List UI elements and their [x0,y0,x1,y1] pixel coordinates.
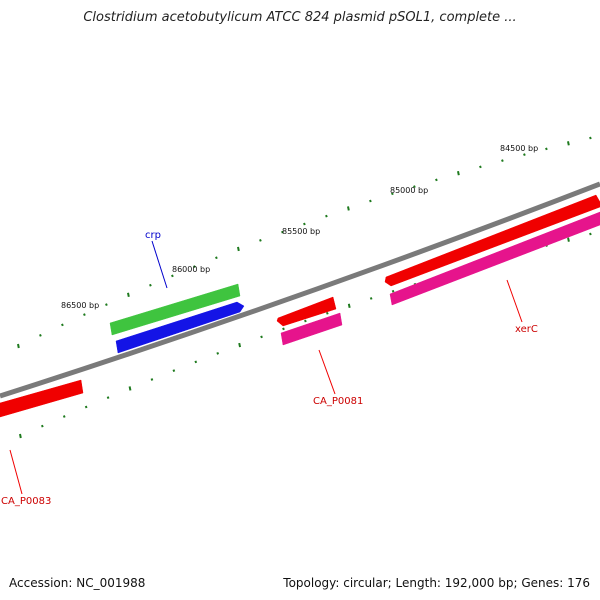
bp-label-85000: 85000 bp [390,186,428,195]
outer-tick [171,274,174,278]
outer-tick [523,153,526,157]
inner-tick [19,433,22,439]
genome-backbone [0,181,600,399]
outer-tick [567,141,570,146]
feature-ca-p0081[interactable] [276,296,337,327]
outer-tick [83,313,86,317]
feature-pink-right[interactable] [389,211,600,306]
outer-tick [435,178,438,182]
inner-tick [194,360,198,364]
inner-tick [84,405,88,409]
inner-tick [304,319,307,323]
outer-tick [105,303,108,306]
feature-xerc[interactable] [384,194,600,287]
outer-tick-row [17,136,592,349]
outer-tick [17,343,20,349]
gene-label-xerc[interactable]: xerC [515,324,538,335]
crp-leader-line [151,240,168,289]
inner-tick [260,335,263,339]
outer-tick [61,323,64,327]
inner-tick [62,415,66,418]
bp-label-86500: 86500 bp [61,301,99,310]
inner-tick [282,327,285,331]
outer-tick [127,292,130,298]
inner-tick [391,289,395,293]
feature-ca-p0083[interactable] [0,379,84,418]
outer-tick [259,239,262,242]
inner-tick [106,396,110,400]
outer-tick [215,256,218,260]
bp-label-84500: 84500 bp [500,144,538,153]
outer-tick [237,246,240,252]
outer-tick [39,333,42,337]
outer-tick [281,230,284,234]
outer-tick [193,265,196,269]
ca-p0081-leader-line [318,349,336,395]
outer-tick [501,159,504,162]
outer-tick [457,171,460,176]
feature-pink-mid[interactable] [280,312,343,346]
xerc-leader-line [506,279,523,323]
inner-tick [347,303,351,308]
outer-tick [545,147,548,151]
bp-label-86000: 86000 bp [172,265,210,274]
gene-label-ca-p0083[interactable]: CA_P0083 [1,496,51,507]
inner-tick [589,232,592,236]
bp-label-85500: 85500 bp [282,227,320,236]
outer-tick [325,214,328,218]
map-title: Clostridium acetobutylicum ATCC 824 plas… [83,10,517,25]
inner-tick [172,369,176,372]
feature-crp[interactable] [115,301,245,354]
inner-tick [128,386,132,391]
outer-tick [369,199,372,203]
gene-label-ca-p0081[interactable]: CA_P0081 [313,396,363,407]
outer-tick [589,136,592,140]
ca-p0083-leader-line [9,449,23,495]
inner-tick [325,311,329,315]
outer-tick [303,222,306,226]
inner-tick [567,237,570,242]
accession-text: Accession: NC_001988 [9,576,146,590]
inner-tick [216,352,220,355]
map-summary-text: Topology: circular; Length: 192,000 bp; … [283,576,590,590]
outer-tick [479,165,482,169]
inner-tick [150,378,154,381]
gene-label-crp[interactable]: crp [145,230,161,241]
outer-tick [347,206,350,211]
outer-tick [391,192,394,196]
inner-tick [40,424,44,428]
inner-tick [238,342,242,348]
outer-tick [149,283,152,287]
inner-tick [369,297,373,300]
feature-green[interactable] [109,283,241,336]
outer-tick [413,185,416,189]
